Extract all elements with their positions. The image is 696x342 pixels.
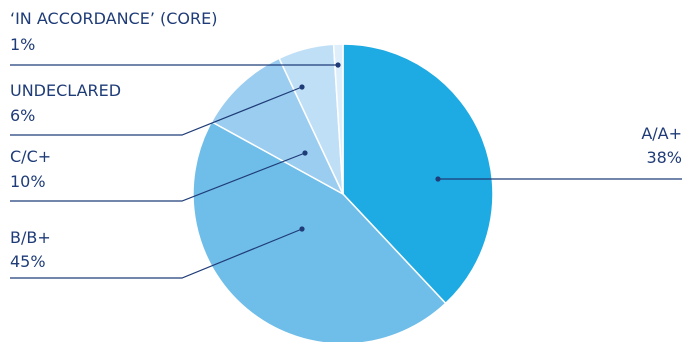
slice-value-b: 45% <box>10 252 46 271</box>
slice-label-c: C/C+ <box>10 147 51 166</box>
leader-dot-4 <box>299 84 304 89</box>
slice-label-undeclared: UNDECLARED <box>10 81 121 100</box>
leader-dot-5 <box>335 62 340 67</box>
slice-label-b: B/B+ <box>10 228 51 247</box>
slice-value-undeclared: 6% <box>10 106 35 125</box>
pie-slices <box>193 44 493 342</box>
slice-label-in-accordance: ‘IN ACCORDANCE’ (CORE) <box>10 9 217 28</box>
slice-value-in-accordance: 1% <box>10 35 35 54</box>
leader-dot-1 <box>435 176 440 181</box>
leader-dot-3 <box>302 150 307 155</box>
slice-value-a: 38% <box>646 148 682 167</box>
slice-label-a: A/A+ <box>641 124 682 143</box>
leader-dot-2 <box>299 226 304 231</box>
slice-value-c: 10% <box>10 172 46 191</box>
